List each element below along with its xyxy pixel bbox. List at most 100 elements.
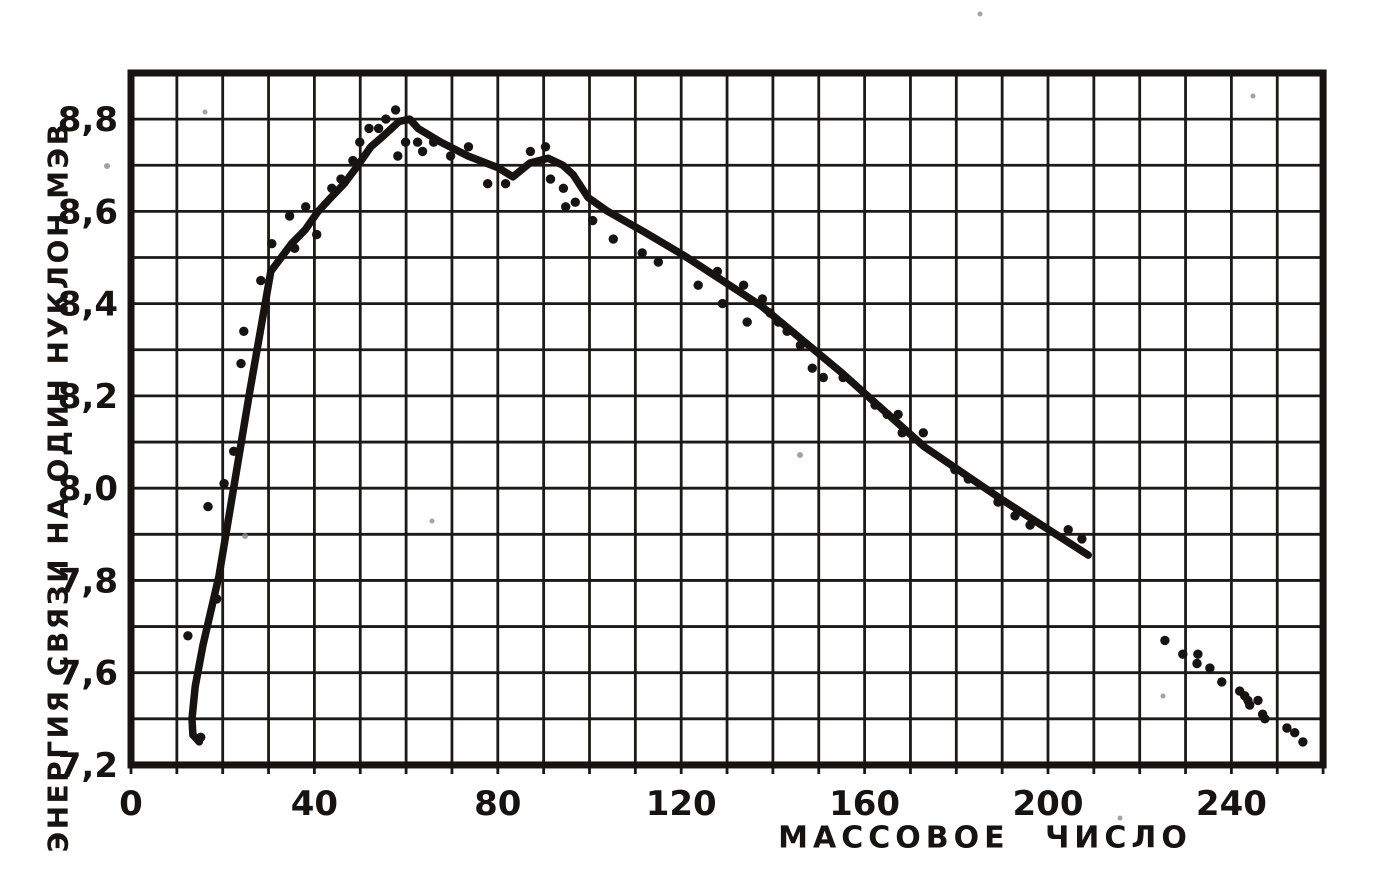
data-point [765,308,775,318]
y-tick-label: 8,0 [58,469,118,509]
data-point [795,340,806,350]
data-point [608,234,618,244]
data-point [196,732,206,742]
data-point [373,123,384,134]
data-point [773,317,784,327]
data-point [1298,737,1308,747]
y-axis-title: энергия связи на один нуклон Мэв [41,121,75,853]
data-point [445,151,456,161]
data-point [1063,525,1073,535]
scan-speck [1160,693,1166,699]
data-point [381,114,391,124]
plot-border [127,69,1327,769]
data-point [1245,700,1255,710]
data-point [239,326,249,336]
scan-speck [1117,815,1123,821]
data-point [540,142,551,152]
data-point [428,137,439,147]
data-point [588,215,598,226]
data-point [393,151,403,161]
data-point [1010,511,1020,521]
data-point [950,465,960,475]
data-point [742,317,752,327]
y-tick-label: 7,6 [58,654,118,694]
data-point [212,594,222,604]
x-tick-label: 120 [646,784,717,824]
data-point [525,146,536,157]
data-point [1217,677,1227,687]
data-point [1253,695,1263,706]
data-point [219,478,229,489]
data-point [993,497,1003,507]
data-point [348,155,358,166]
data-point [1193,649,1203,659]
x-tick-label: 240 [1196,784,1267,824]
data-point [893,409,903,420]
data-point [782,326,792,336]
data-point [897,428,907,438]
data-point [364,123,374,134]
x-tick-label: 0 [119,784,143,824]
scan-speck [1250,93,1256,99]
data-point [882,409,892,420]
data-point [301,202,311,212]
data-point [717,298,728,309]
data-point [807,363,817,373]
data-point [1077,534,1087,544]
data-point [818,372,828,383]
data-point [203,501,213,512]
data-point [1192,658,1202,669]
data-point [483,179,493,189]
scan-speck [242,533,248,539]
data-point [327,183,337,193]
y-tick-label: 7,8 [58,561,118,601]
y-tick-label: 8,8 [58,100,118,140]
x-axis-title: массовое число [778,820,1192,856]
y-tick-label: 8,2 [58,377,118,417]
data-point [963,474,973,484]
data-point [558,183,569,193]
data-point [390,105,401,115]
data-point [653,257,663,267]
data-point [284,211,295,221]
scan-speck [977,11,983,17]
data-point [738,280,749,290]
y-tick-label: 8,4 [58,285,118,325]
data-point [838,372,848,383]
data-point [757,294,768,304]
data-point [1178,649,1188,659]
data-point [312,229,322,240]
data-point [183,631,193,641]
data-point [355,137,365,147]
data-point [561,202,571,212]
data-point [918,428,928,438]
data-point [267,239,277,249]
data-point [545,174,556,184]
y-tick-label: 8,6 [58,192,118,232]
binding-energy-curve [188,115,1093,746]
x-tick-label: 40 [291,784,338,824]
data-point [1205,663,1215,673]
data-point [870,400,880,410]
data-point [1260,714,1270,724]
data-point [712,266,723,277]
data-point [1160,635,1170,646]
scan-speck [797,452,803,458]
scan-speck [429,518,435,524]
data-point [256,275,266,286]
data-point [570,197,580,207]
data-point [229,446,239,456]
x-tick-label: 200 [1013,784,1084,824]
y-tick-label: 7,2 [58,746,118,786]
scan-speck [104,163,110,169]
data-point [500,179,511,189]
x-tick-label: 160 [829,784,900,824]
data-point [1290,728,1300,738]
data-point [637,248,647,258]
data-point [463,142,474,152]
data-point [236,358,246,369]
data-point [417,146,428,157]
data-point [1025,520,1035,530]
data-point [1282,723,1292,733]
